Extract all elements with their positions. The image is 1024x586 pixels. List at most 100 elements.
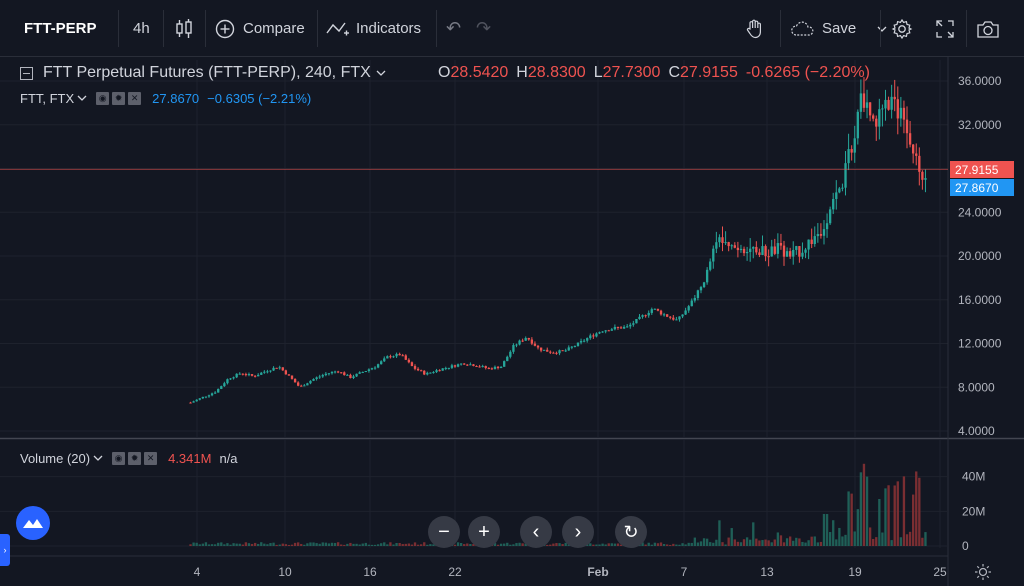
volume-legend[interactable]: Volume (20) ◉ ✹ ✕ 4.341M n/a bbox=[20, 448, 238, 468]
volume-bar bbox=[407, 543, 411, 546]
eye-icon[interactable]: ◉ bbox=[112, 451, 126, 465]
volume-bar bbox=[260, 542, 263, 546]
candle-body bbox=[665, 314, 669, 317]
candle-body bbox=[582, 340, 586, 342]
main-series-legend[interactable]: FTT Perpetual Futures (FTT-PERP), 240, F… bbox=[20, 62, 388, 84]
candle-body bbox=[924, 178, 927, 180]
trading-button[interactable] bbox=[744, 0, 766, 57]
fullscreen-button[interactable] bbox=[934, 0, 956, 57]
candle-body bbox=[902, 107, 906, 120]
gear-icon[interactable]: ✹ bbox=[112, 91, 126, 105]
candle-body bbox=[819, 234, 823, 236]
scroll-left-button[interactable]: ‹ bbox=[520, 516, 552, 548]
volume-bar bbox=[300, 543, 303, 546]
left-panel-toggle[interactable]: › bbox=[0, 534, 10, 566]
candle-body bbox=[257, 374, 260, 377]
reset-chart-button[interactable]: ↻ bbox=[615, 516, 647, 548]
volume-bar bbox=[875, 537, 878, 546]
candle-body bbox=[530, 339, 534, 344]
zoom-out-button[interactable]: − bbox=[428, 516, 460, 548]
candle-body bbox=[496, 366, 500, 369]
candle-body bbox=[573, 345, 577, 347]
candle-body bbox=[629, 324, 632, 327]
open-value: 28.5420 bbox=[450, 64, 509, 81]
volume-bar bbox=[736, 541, 740, 546]
candle-body bbox=[475, 366, 478, 368]
tradingview-logo[interactable] bbox=[16, 506, 50, 540]
candle-body bbox=[801, 252, 804, 257]
minus-icon: − bbox=[438, 520, 450, 543]
scroll-right-button[interactable]: › bbox=[562, 516, 594, 548]
candle-body bbox=[204, 396, 208, 398]
axis-settings-button[interactable] bbox=[972, 561, 994, 583]
candle-body bbox=[865, 102, 869, 108]
volume-bar bbox=[659, 542, 663, 546]
candle-body bbox=[358, 372, 361, 374]
candle-body bbox=[453, 365, 457, 367]
redo-button[interactable]: ↷ bbox=[476, 0, 491, 57]
volume-bar bbox=[324, 542, 328, 546]
volume-bar bbox=[244, 542, 248, 546]
toolbar-divider bbox=[966, 10, 967, 47]
indicators-button[interactable]: Indicators bbox=[326, 0, 421, 57]
candle-body bbox=[841, 187, 844, 189]
volume-bar bbox=[518, 542, 521, 546]
eye-icon[interactable]: ◉ bbox=[96, 91, 110, 105]
chevron-down-icon[interactable] bbox=[374, 68, 388, 78]
candle-body bbox=[672, 317, 675, 320]
close-icon[interactable]: ✕ bbox=[144, 451, 158, 465]
candle-body bbox=[303, 385, 306, 387]
volume-bar bbox=[589, 543, 592, 546]
volume-bar bbox=[702, 538, 706, 546]
compare-button[interactable]: Compare bbox=[215, 0, 305, 57]
undo-button[interactable]: ↶ bbox=[446, 0, 461, 57]
snapshot-button[interactable] bbox=[976, 0, 1000, 57]
volume-bar bbox=[893, 485, 896, 546]
symbol-search-button[interactable]: FTT-PERP bbox=[24, 20, 97, 37]
gear-icon bbox=[891, 18, 913, 39]
candle-body bbox=[235, 373, 238, 378]
candle-body bbox=[266, 371, 269, 373]
chevron-right-icon: › bbox=[3, 545, 7, 555]
candle-body bbox=[509, 351, 512, 357]
collapse-legend-icon[interactable] bbox=[20, 66, 33, 80]
settings-button[interactable] bbox=[890, 0, 914, 57]
chart-type-button[interactable] bbox=[173, 0, 195, 57]
chevron-down-icon[interactable] bbox=[76, 91, 88, 106]
volume-bar bbox=[496, 544, 500, 546]
volume-name: Volume (20) bbox=[20, 450, 91, 466]
low-value: 27.7300 bbox=[602, 64, 661, 81]
candle-body bbox=[835, 192, 838, 199]
volume-bar bbox=[250, 543, 254, 546]
candle-body bbox=[324, 373, 328, 376]
chevron-down-icon[interactable] bbox=[92, 451, 104, 466]
chevron-down-icon bbox=[877, 26, 887, 32]
save-button[interactable]: Save bbox=[790, 0, 890, 57]
candle-body bbox=[232, 377, 235, 379]
candle-body bbox=[626, 326, 629, 328]
interval-button[interactable]: 4h bbox=[133, 20, 150, 37]
price-chart[interactable]: 36.000032.000028.000024.000020.000016.00… bbox=[0, 57, 1024, 586]
candle-body bbox=[315, 377, 318, 380]
candle-body bbox=[466, 364, 469, 366]
ftt-series-legend[interactable]: FTT, FTX ◉ ✹ ✕ 27.8670 −0.6305 (−2.21%) bbox=[20, 88, 311, 108]
candle-body bbox=[364, 371, 367, 373]
time-tick-label: 19 bbox=[848, 565, 862, 579]
candle-body bbox=[798, 246, 801, 257]
volume-bar bbox=[902, 476, 906, 546]
hand-icon bbox=[746, 19, 761, 38]
close-icon[interactable]: ✕ bbox=[128, 91, 142, 105]
volume-bar bbox=[644, 544, 647, 546]
volume-bar bbox=[718, 520, 721, 546]
candle-body bbox=[721, 237, 724, 244]
volume-bar bbox=[561, 544, 564, 546]
gear-icon[interactable]: ✹ bbox=[128, 451, 142, 465]
candle-body bbox=[383, 358, 386, 362]
candle-body bbox=[850, 149, 853, 153]
candle-body bbox=[293, 378, 297, 383]
candle-body bbox=[404, 355, 407, 360]
volume-bar bbox=[724, 544, 727, 546]
zoom-in-button[interactable]: + bbox=[468, 516, 500, 548]
candle-body bbox=[844, 163, 847, 188]
candle-body bbox=[521, 340, 524, 342]
